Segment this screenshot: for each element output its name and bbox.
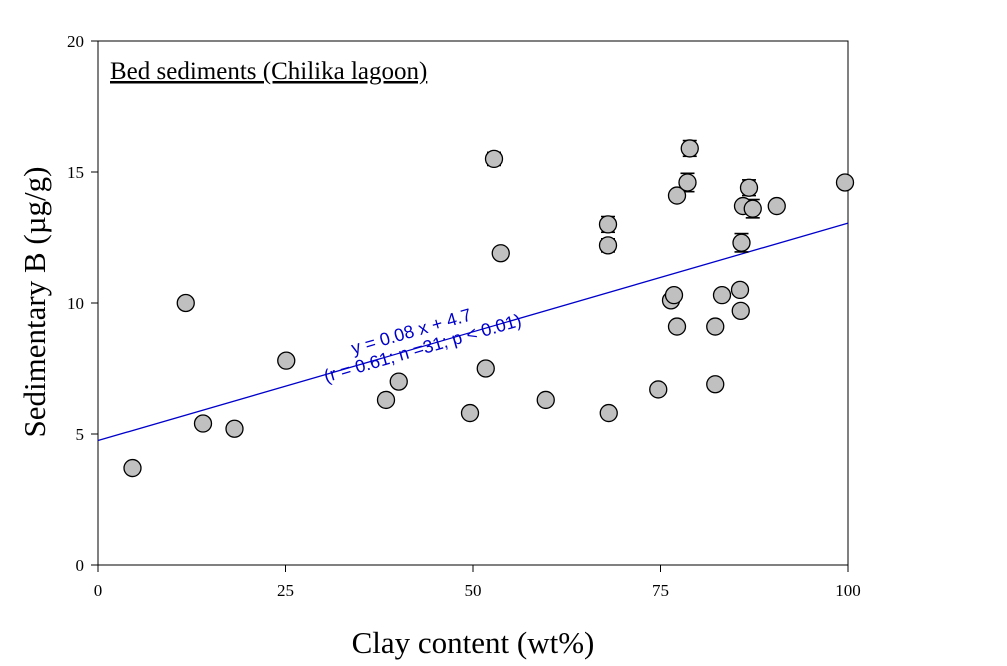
data-point [743, 199, 762, 218]
data-point [225, 419, 244, 438]
y-tick-label: 10 [67, 294, 84, 313]
data-point [599, 403, 618, 423]
data-point [476, 359, 495, 378]
data-point [706, 375, 725, 394]
y-tick-label: 15 [67, 163, 84, 182]
data-point [667, 317, 687, 336]
x-axis-title: Clay content (wt%) [352, 625, 595, 660]
x-tick-label: 25 [277, 581, 294, 600]
data-point [536, 390, 555, 410]
data-point [767, 196, 786, 216]
data-point [484, 149, 504, 169]
y-tick-label: 20 [67, 32, 84, 51]
data-point [739, 178, 759, 197]
y-tick-label: 5 [76, 425, 85, 444]
x-tick-label: 50 [465, 581, 482, 600]
data-point [598, 236, 618, 255]
data-point [664, 285, 684, 305]
data-point [460, 403, 480, 423]
data-point [123, 458, 142, 478]
x-tick-label: 75 [652, 581, 669, 600]
data-point [678, 173, 697, 192]
data-point [389, 372, 408, 391]
data-point [835, 173, 855, 192]
data-point [730, 280, 750, 300]
data-point [732, 233, 751, 252]
data-point [193, 414, 213, 433]
x-tick-label: 0 [94, 581, 103, 600]
y-axis-title: Sedimentary B (µg/g) [17, 167, 52, 438]
panel-title: Bed sediments (Chilika lagoon) [110, 58, 427, 85]
data-point [731, 301, 750, 321]
data-point [376, 390, 396, 410]
data-point [667, 186, 687, 205]
data-point [706, 317, 725, 336]
data-point [712, 285, 732, 305]
x-tick-label: 100 [835, 581, 861, 600]
data-point [680, 139, 699, 158]
data-point [598, 215, 618, 234]
data-point [491, 244, 510, 263]
regression-line [97, 222, 849, 442]
plot-area: 0 25 50 75 100 0 5 10 15 20 [67, 32, 861, 600]
plot-frame [97, 40, 849, 566]
y-tick-label: 0 [76, 556, 85, 575]
data-point [277, 351, 296, 370]
data-point [649, 380, 668, 399]
data-point [176, 293, 195, 313]
